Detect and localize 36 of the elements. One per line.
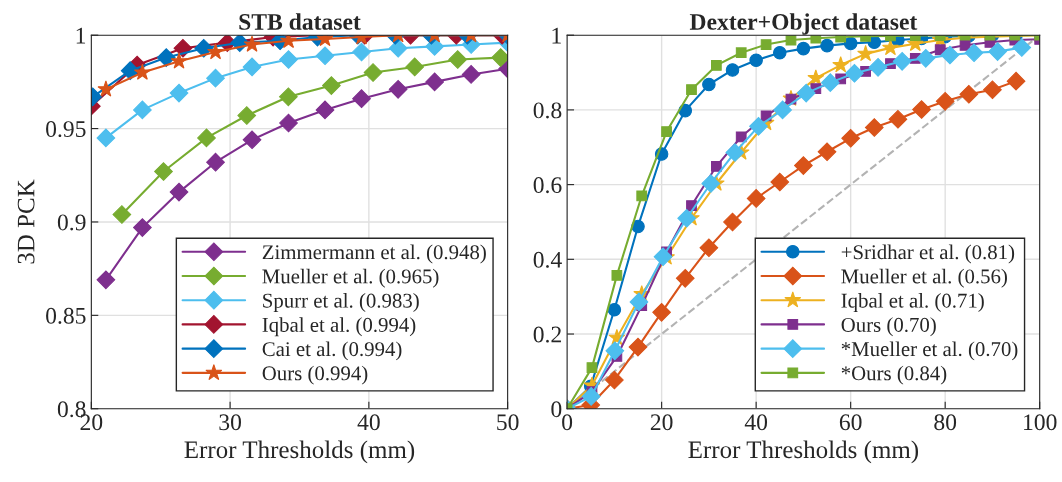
y-tick-label: 0 — [551, 401, 562, 418]
x-axis-title: Error Thresholds (mm) — [688, 440, 919, 464]
legend-label: *Ours (0.84) — [841, 365, 947, 385]
y-tick-label: 0.9 — [57, 214, 86, 231]
x-tick-label: 60 — [839, 414, 862, 431]
x-tick-label: 40 — [744, 414, 768, 431]
legend-label: Iqbal et al. (0.994) — [262, 317, 416, 337]
legend-label: Mueller et al. (0.965) — [262, 268, 439, 288]
y-tick-label: 0.6 — [533, 177, 562, 194]
y-axis-title: 3D PCK — [17, 179, 35, 264]
x-axis-title: Error Thresholds (mm) — [184, 440, 415, 464]
x-tick-label: 0 — [562, 414, 573, 431]
chart-title: STB dataset — [239, 13, 361, 30]
y-tick-label: 0.85 — [46, 307, 86, 324]
x-tick-label: 50 — [497, 414, 519, 431]
y-tick-label: 0.95 — [46, 121, 86, 138]
x-tick-label: 40 — [357, 414, 380, 431]
legend-label: Cai et al. (0.994) — [262, 341, 402, 361]
legend-label: Zimmermann et al. (0.948) — [262, 244, 486, 264]
legend-label: Spurr et al. (0.983) — [263, 293, 419, 312]
chart-title: Dexter+Object dataset — [689, 13, 918, 35]
y-tick-label: 1 — [76, 27, 86, 44]
legend-label: Mueller et al. (0.56) — [841, 268, 1007, 288]
y-tick-label: 0.4 — [533, 251, 562, 268]
x-tick-label: 80 — [934, 414, 957, 431]
y-tick-label: 1 — [552, 27, 561, 44]
y-tick-label: 0.8 — [533, 102, 562, 119]
x-tick-label: 20 — [650, 414, 673, 431]
legend-label: +Sridhar et al. (0.81) — [841, 244, 1015, 264]
legend-label: *Mueller et al. (0.70) — [841, 341, 1018, 361]
legend-label: Ours (0.70) — [841, 317, 936, 337]
x-tick-label: 100 — [1024, 414, 1057, 431]
legend-label: Iqbal et al. (0.71) — [841, 293, 984, 312]
y-tick-label: 0.2 — [533, 326, 561, 343]
x-tick-label: 30 — [219, 414, 242, 431]
legend-label: Ours (0.994) — [262, 365, 368, 385]
